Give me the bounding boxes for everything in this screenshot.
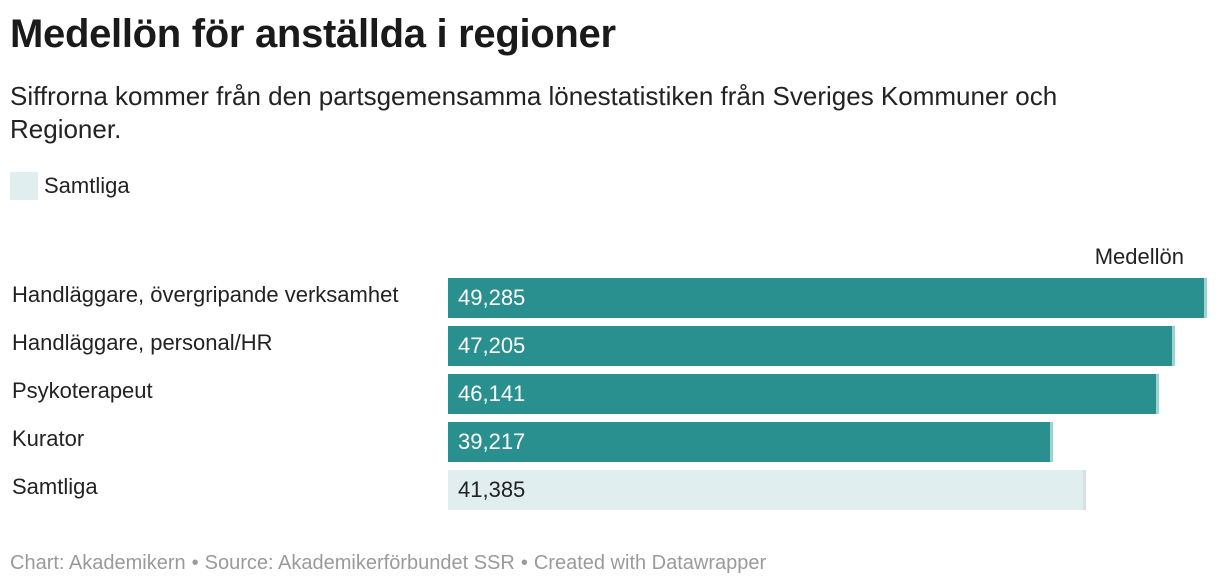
footer-chart-credit: Chart: Akademikern xyxy=(10,552,186,574)
bar-row: Psykoterapeut 46,141 xyxy=(0,374,1220,414)
value-label: 41,385 xyxy=(458,477,526,502)
bar-edge xyxy=(1204,278,1207,318)
value-label: 47,205 xyxy=(458,333,526,358)
value-label: 49,285 xyxy=(458,285,526,310)
bar-row: Handläggare, övergripande verksamhet 49,2… xyxy=(0,278,1220,318)
bar-edge xyxy=(1172,326,1175,366)
footer-separator: • xyxy=(191,552,199,574)
bar-row: Samtliga 41,385 xyxy=(0,470,1220,510)
legend-swatch xyxy=(10,172,38,200)
bar xyxy=(448,422,1053,462)
chart-subtitle: Siffrorna kommer från den partsgemensamm… xyxy=(10,81,1058,144)
footer-separator: • xyxy=(520,552,528,574)
bar xyxy=(448,374,1159,414)
bar-edge xyxy=(1083,470,1086,510)
value-label: 46,141 xyxy=(458,381,526,406)
category-label: Kurator xyxy=(12,426,85,451)
category-label: Handläggare, övergripande verksamhet xyxy=(12,282,399,307)
footer-created-with: Created with Datawrapper xyxy=(533,552,767,574)
chart-title: Medellön för anställda i regioner xyxy=(10,12,616,56)
footer: Chart: Akademikern • Source: Akademikerför… xyxy=(10,552,766,575)
bar xyxy=(448,278,1207,318)
category-label: Samtliga xyxy=(12,474,98,499)
bar xyxy=(448,326,1175,366)
bar-highlight xyxy=(448,470,1086,510)
bar-row: Kurator 39,217 xyxy=(0,422,1220,462)
bar-row: Handläggare, personal/HR 47,205 xyxy=(0,326,1220,366)
legend-label: Samtliga xyxy=(44,173,130,198)
bar-edge xyxy=(1050,422,1053,462)
bar-edge xyxy=(1156,374,1159,414)
footer-source: Source: Akademikerförbundet SSR xyxy=(204,552,515,574)
category-label: Handläggare, personal/HR xyxy=(12,330,273,355)
legend: Samtliga xyxy=(10,172,130,200)
category-label: Psykoterapeut xyxy=(12,378,153,403)
column-header: Medellön xyxy=(1094,244,1184,269)
value-label: 39,217 xyxy=(458,429,526,454)
